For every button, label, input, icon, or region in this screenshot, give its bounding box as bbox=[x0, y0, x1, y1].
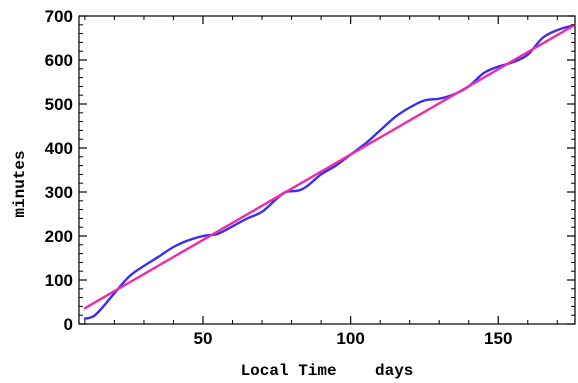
y-tick-label: 300 bbox=[45, 183, 73, 202]
y-tick-label: 0 bbox=[64, 315, 73, 334]
y-tick-label: 700 bbox=[45, 7, 73, 26]
series-line-fit bbox=[83, 23, 577, 310]
y-tick-label: 100 bbox=[45, 271, 73, 290]
x-axis-title: Local Time days bbox=[241, 362, 414, 380]
plot-frame bbox=[78, 15, 576, 325]
y-tick-label: 600 bbox=[45, 51, 73, 70]
series-line-data bbox=[83, 24, 574, 320]
y-tick-label: 400 bbox=[45, 139, 73, 158]
x-tick-label: 150 bbox=[484, 329, 512, 348]
y-tick-label: 200 bbox=[45, 227, 73, 246]
x-tick-label: 50 bbox=[194, 329, 213, 348]
y-axis-title: minutes bbox=[11, 150, 29, 217]
x-tick-label: 100 bbox=[336, 329, 364, 348]
y-tick-label: 500 bbox=[45, 95, 73, 114]
